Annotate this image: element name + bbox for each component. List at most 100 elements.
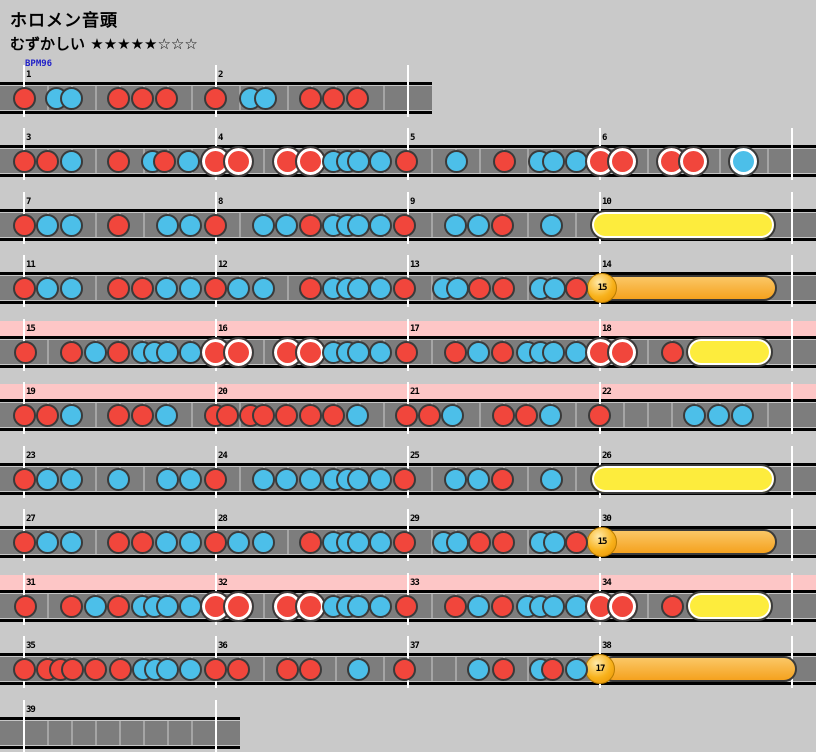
ka-note (541, 594, 565, 618)
balloon-note: 15 (587, 527, 617, 557)
ka-note (35, 530, 59, 554)
don-note (130, 276, 154, 300)
measure-number: 37 (410, 641, 420, 651)
ka-note (253, 86, 277, 110)
measure-barline (215, 700, 217, 752)
beat-tick (431, 657, 433, 681)
don-note (345, 86, 369, 110)
don-note (106, 276, 130, 300)
don-note (275, 657, 299, 681)
don-note (35, 403, 59, 427)
don-note (35, 149, 59, 173)
beat-tick (47, 340, 49, 364)
don-note (59, 340, 83, 364)
ka-note (83, 340, 107, 364)
don-note (321, 86, 345, 110)
beat-tick (767, 403, 769, 427)
beat-tick (575, 213, 577, 237)
beat-tick (383, 86, 385, 110)
don-note (491, 657, 515, 681)
balloon-note: 15 (587, 273, 617, 303)
don-note (490, 467, 514, 491)
don-note (215, 403, 239, 427)
don-note (203, 467, 227, 491)
beat-tick (719, 149, 721, 173)
don-note (394, 149, 418, 173)
don-note (13, 594, 37, 618)
don-note (274, 403, 298, 427)
ka-note (59, 149, 83, 173)
ka-note (178, 530, 202, 554)
measure-number: 14 (602, 260, 612, 270)
ka-note (83, 594, 107, 618)
ka-note (178, 213, 202, 237)
ka-note (251, 276, 275, 300)
ka-note (445, 276, 469, 300)
ka-note (59, 276, 83, 300)
don-note (12, 530, 36, 554)
big-don-note (222, 590, 254, 622)
measure-number: 33 (410, 578, 420, 588)
ka-note (541, 340, 565, 364)
ka-note (346, 530, 370, 554)
measure-number: 25 (410, 451, 420, 461)
big-don-note (606, 590, 638, 622)
ka-note (345, 403, 369, 427)
beat-tick (191, 86, 193, 110)
ka-note (178, 340, 202, 364)
beat-tick (479, 403, 481, 427)
measure-number: 19 (26, 387, 36, 397)
big-don-note (606, 145, 638, 177)
ka-note (154, 403, 178, 427)
ka-note (178, 467, 202, 491)
beat-tick (383, 657, 385, 681)
ka-note (445, 530, 469, 554)
ka-note (564, 657, 588, 681)
don-note (106, 530, 130, 554)
beat-tick (95, 86, 97, 110)
ka-note (59, 467, 83, 491)
don-note (106, 403, 130, 427)
ka-note (59, 530, 83, 554)
drumroll-bar (590, 464, 776, 494)
song-title: ホロメン音頭 (10, 11, 118, 31)
measure-number: 1 (26, 70, 32, 80)
beat-tick (47, 721, 49, 745)
don-note (467, 530, 491, 554)
ka-note (542, 276, 566, 300)
measure-number: 4 (218, 133, 224, 143)
don-note (394, 403, 418, 427)
beat-tick (95, 403, 97, 427)
big-don-note (222, 145, 254, 177)
don-note (298, 276, 322, 300)
beat-tick (191, 403, 193, 427)
measure-number: 2 (218, 70, 224, 80)
don-note (298, 86, 322, 110)
beat-tick (95, 530, 97, 554)
measure-barline (791, 128, 793, 180)
don-note (203, 276, 227, 300)
ka-note (178, 594, 202, 618)
ka-note (346, 594, 370, 618)
measure-barline (791, 509, 793, 561)
don-note (130, 86, 154, 110)
don-note (106, 594, 130, 618)
beat-tick (95, 213, 97, 237)
measure-number: 26 (602, 451, 612, 461)
measure-number: 15 (26, 324, 36, 334)
beat-tick (647, 594, 649, 618)
ka-note (59, 403, 83, 427)
beat-tick (383, 403, 385, 427)
beat-tick (263, 340, 265, 364)
don-note (392, 530, 416, 554)
ka-note (368, 276, 392, 300)
beat-tick (239, 213, 241, 237)
measure-number: 17 (410, 324, 420, 334)
don-note (154, 86, 178, 110)
measure-barline (791, 319, 793, 371)
measure-number: 24 (218, 451, 228, 461)
beat-tick (431, 213, 433, 237)
balloon-roll-bar (600, 656, 797, 682)
ka-note (541, 149, 565, 173)
don-note (130, 530, 154, 554)
